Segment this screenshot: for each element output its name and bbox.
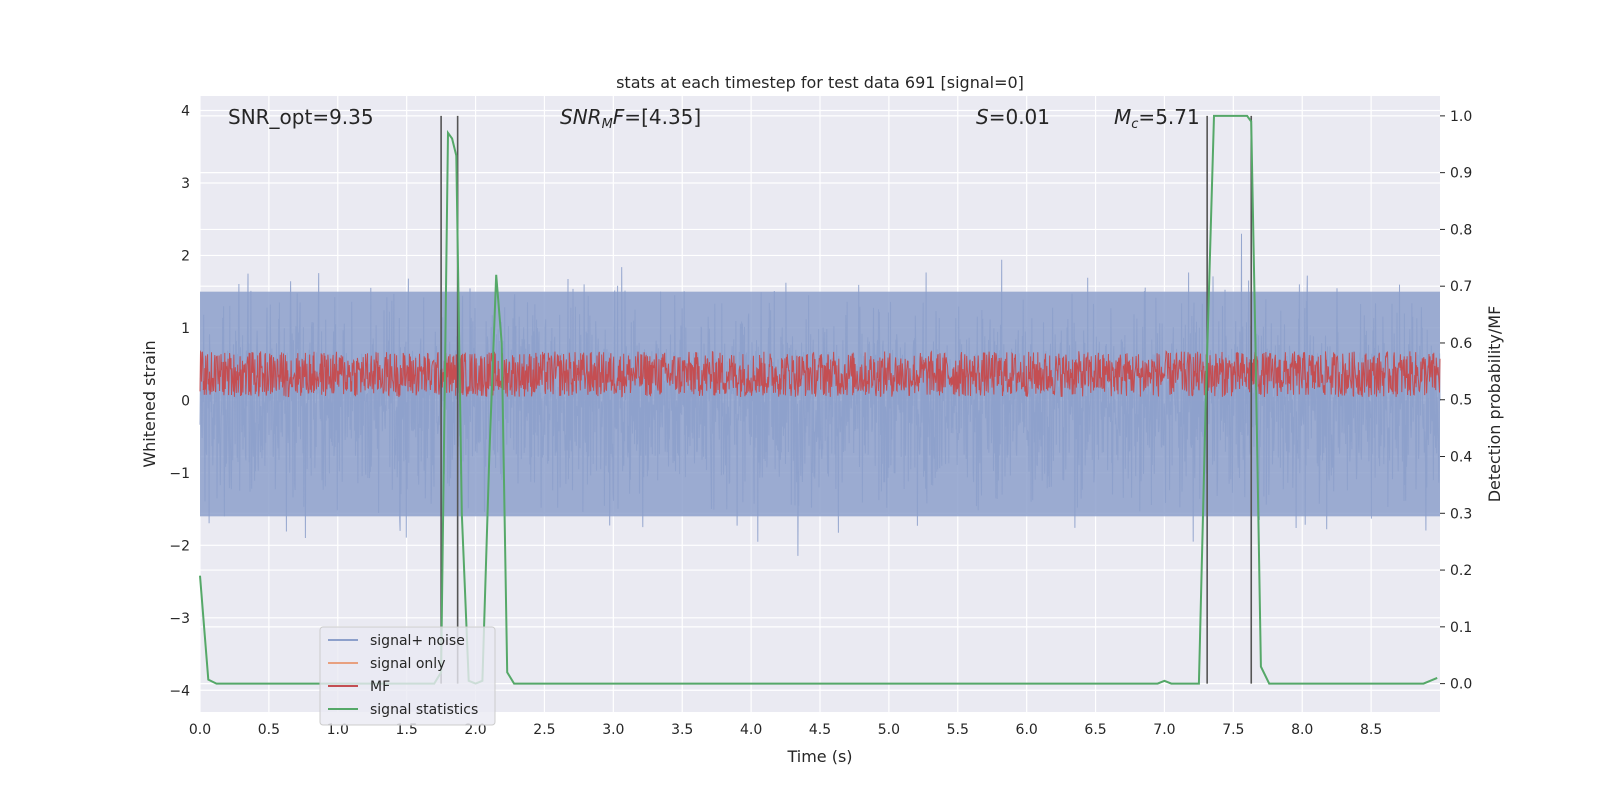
legend: signal+ noise signal only MF signal stat… [319,626,496,726]
x-tick-label: 4.0 [740,722,762,738]
y-right-tick-label: 0.7 [1450,279,1472,295]
x-tick-label: 4.5 [809,722,831,738]
y-right-tick-label: 0.5 [1450,393,1472,409]
y-left-tick-label: −2 [169,538,190,554]
y-right-tick-label: 0.1 [1450,620,1472,636]
y-left-tick-label: −4 [169,683,190,699]
y-right-tick-label: 0.9 [1450,166,1472,182]
y-right-axis-label: Detection probability/MF [1485,306,1504,503]
y-right-axis-ticks: 1.0 0.9 0.8 0.7 0.6 0.5 0.4 0.3 0.2 0.1 0.0 [1440,109,1472,693]
y-right-tick-label: 0.4 [1450,450,1472,466]
x-tick-label: 0.5 [258,722,280,738]
annotation-snr-opt: SNR_opt=9.35 [228,105,374,129]
x-tick-label: 1.0 [327,722,349,738]
annotation-mc-value: 5.71 [1155,105,1200,129]
legend-label-signal-statistics: signal statistics [370,702,478,718]
y-right-tick-label: 1.0 [1450,109,1472,125]
legend-box [319,626,496,726]
y-right-tick-label: 0.2 [1450,563,1472,579]
legend-label-signal-noise: signal+ noise [370,633,465,649]
y-right-tick-label: 0.3 [1450,506,1472,522]
y-left-tick-label: 1 [181,321,190,337]
mf-series [199,350,1441,398]
x-tick-label: 7.5 [1222,722,1244,738]
y-left-tick-label: 3 [181,176,190,192]
x-tick-label: 5.0 [878,722,900,738]
x-tick-label: 8.5 [1360,722,1382,738]
x-tick-label: 2.5 [533,722,555,738]
x-tick-label: 3.0 [602,722,624,738]
annotation-s: S=0.01 [976,105,1050,129]
x-tick-label: 6.5 [1084,722,1106,738]
x-tick-label: 2.0 [464,722,486,738]
x-axis-label: Time (s) [786,747,852,766]
chart-title: stats at each timestep for test data 691… [616,73,1024,92]
y-right-tick-label: 0.0 [1450,677,1472,693]
y-right-tick-label: 0.8 [1450,222,1472,238]
y-left-tick-label: 0 [181,393,190,409]
annotation-s-value: 0.01 [1005,105,1050,129]
x-tick-label: 3.5 [671,722,693,738]
y-left-axis-ticks: 4 3 2 1 0 −1 −2 −3 −4 [169,103,190,699]
mf-line [199,350,1441,398]
y-left-tick-label: 2 [181,248,190,264]
x-tick-label: 6.0 [1016,722,1038,738]
x-tick-label: 7.0 [1153,722,1175,738]
x-tick-label: 1.5 [396,722,418,738]
legend-label-mf: MF [370,679,390,695]
y-left-tick-label: 4 [181,103,190,119]
annotation-snr-mf-value: [4.35] [641,105,701,129]
y-left-axis-label: Whitened strain [140,340,159,467]
x-tick-label: 5.5 [947,722,969,738]
y-left-tick-label: −3 [169,611,190,627]
annotation-snr-mf: SNRMF=[4.35] [560,105,701,132]
x-tick-label: 0.0 [189,722,211,738]
legend-label-signal-only: signal only [370,656,445,672]
annotation-mc: Mc=5.71 [1114,105,1200,132]
x-axis-ticks: 0.0 0.5 1.0 1.5 2.0 2.5 3.0 3.5 4.0 4.5 5.0 5.5 6.0 6… [189,722,1382,738]
x-tick-label: 8.0 [1291,722,1313,738]
y-left-tick-label: −1 [169,466,190,482]
y-right-tick-label: 0.6 [1450,336,1472,352]
